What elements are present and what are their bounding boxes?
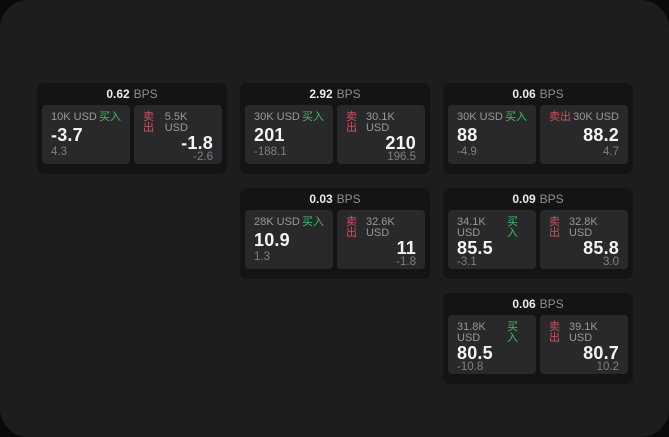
quote-card-3: 0.06 BPS 30K USD 买入 88 -4.9 卖出 30K USD 8…	[443, 83, 633, 174]
sell-sub-value: 196.5	[387, 151, 416, 163]
bps-unit: BPS	[336, 192, 361, 206]
sell-price: 88.2	[583, 124, 619, 145]
sell-amount: 32.6K USD	[365, 216, 395, 239]
bps-value: 0.06	[512, 297, 536, 311]
bps-header: 0.09 BPS	[443, 188, 633, 210]
buy-price: -3.7	[51, 124, 83, 145]
bps-unit: BPS	[539, 87, 564, 101]
bps-header: 0.06 BPS	[443, 293, 633, 315]
quote-panels: 28K USD 买入 10.9 1.3 卖出 32.6K USD 11 -1.8	[240, 210, 430, 274]
sell-price: 85.8	[583, 238, 619, 258]
buy-sub-value: -3.1	[457, 256, 477, 268]
buy-label: 买入	[505, 111, 527, 123]
buy-panel[interactable]: 30K USD 买入 201 -188.1	[245, 105, 333, 164]
bps-value: 0.06	[512, 87, 536, 101]
sell-sub-value: 3.0	[603, 256, 619, 268]
buy-sub-value: -188.1	[254, 145, 287, 158]
sell-sub-value: -2.6	[193, 151, 213, 163]
quote-panels: 30K USD 买入 201 -188.1 卖出 30.1K USD 210 1…	[240, 105, 430, 169]
sell-label: 卖出	[346, 216, 357, 239]
bps-header: 2.92 BPS	[240, 83, 430, 105]
sell-amount: 39.1K USD	[568, 321, 598, 344]
buy-sub-value: 1.3	[254, 250, 270, 263]
sell-panel[interactable]: 卖出 5.5K USD -1.8 -2.6	[134, 105, 222, 164]
buy-panel[interactable]: 28K USD 买入 10.9 1.3	[245, 210, 333, 269]
buy-price: 201	[254, 124, 285, 145]
buy-price: 85.5	[457, 238, 493, 258]
sell-panel[interactable]: 卖出 30.1K USD 210 196.5	[337, 105, 425, 164]
buy-amount: 10K USD	[51, 111, 97, 123]
sell-sub-value: 4.7	[603, 145, 619, 158]
quote-panels: 10K USD 买入 -3.7 4.3 卖出 5.5K USD -1.8 -2.…	[37, 105, 227, 169]
bps-unit: BPS	[133, 87, 158, 101]
buy-price: 88	[457, 124, 478, 145]
buy-sub-value: -4.9	[457, 145, 477, 158]
sell-price: 80.7	[583, 343, 619, 363]
sell-price: -1.8	[181, 133, 213, 153]
buy-label: 买入	[507, 321, 519, 344]
bps-value: 0.03	[309, 192, 333, 206]
sell-panel[interactable]: 卖出 32.6K USD 11 -1.8	[337, 210, 425, 269]
buy-panel[interactable]: 34.1K USD 买入 85.5 -3.1	[448, 210, 536, 269]
buy-label: 买入	[99, 111, 121, 123]
quote-panels: 30K USD 买入 88 -4.9 卖出 30K USD 88.2 4.7	[443, 105, 633, 169]
bps-value: 0.62	[106, 87, 130, 101]
bps-unit: BPS	[539, 297, 564, 311]
buy-panel[interactable]: 31.8K USD 买入 80.5 -10.8	[448, 315, 536, 374]
buy-amount: 30K USD	[254, 111, 300, 123]
bps-header: 0.03 BPS	[240, 188, 430, 210]
sell-label: 卖出	[143, 111, 154, 134]
sell-sub-value: -1.8	[396, 256, 416, 268]
quote-card-5: 0.09 BPS 34.1K USD 买入 85.5 -3.1 卖出 32.8K…	[443, 188, 633, 279]
sell-amount: 5.5K USD	[164, 111, 188, 134]
bps-value: 2.92	[309, 87, 333, 101]
sell-sub-value: 10.2	[596, 361, 619, 373]
buy-panel[interactable]: 30K USD 买入 88 -4.9	[448, 105, 536, 164]
sell-panel[interactable]: 卖出 32.8K USD 85.8 3.0	[540, 210, 628, 269]
bps-unit: BPS	[336, 87, 361, 101]
buy-label: 买入	[302, 216, 324, 228]
buy-label: 买入	[302, 111, 324, 123]
sell-amount: 30.1K USD	[365, 111, 395, 134]
buy-amount: 30K USD	[457, 111, 503, 123]
buy-label: 买入	[507, 216, 519, 239]
buy-price: 80.5	[457, 343, 493, 363]
buy-sub-value: -10.8	[457, 361, 484, 373]
quote-panels: 31.8K USD 买入 80.5 -10.8 卖出 39.1K USD 80.…	[443, 315, 633, 379]
quote-card-2: 2.92 BPS 30K USD 买入 201 -188.1 卖出 30.1K …	[240, 83, 430, 174]
bps-unit: BPS	[539, 192, 564, 206]
sell-label: 卖出	[549, 216, 560, 239]
bps-header: 0.62 BPS	[37, 83, 227, 105]
sell-amount: 32.8K USD	[568, 216, 598, 239]
buy-amount: 28K USD	[254, 216, 300, 228]
sell-price: 210	[385, 133, 416, 153]
sell-label: 卖出	[549, 111, 571, 123]
quote-panels: 34.1K USD 买入 85.5 -3.1 卖出 32.8K USD 85.8…	[443, 210, 633, 274]
buy-amount: 31.8K USD	[457, 321, 486, 344]
bps-header: 0.06 BPS	[443, 83, 633, 105]
sell-label: 卖出	[346, 111, 357, 134]
sell-panel[interactable]: 卖出 39.1K USD 80.7 10.2	[540, 315, 628, 374]
quote-card-1: 0.62 BPS 10K USD 买入 -3.7 4.3 卖出 5.5K USD…	[37, 83, 227, 174]
quote-card-6: 0.06 BPS 31.8K USD 买入 80.5 -10.8 卖出 39.1…	[443, 293, 633, 384]
quote-card-4: 0.03 BPS 28K USD 买入 10.9 1.3 卖出 32.6K US…	[240, 188, 430, 279]
sell-price: 11	[396, 238, 416, 258]
buy-panel[interactable]: 10K USD 买入 -3.7 4.3	[42, 105, 130, 164]
buy-sub-value: 4.3	[51, 145, 67, 158]
buy-price: 10.9	[254, 229, 290, 250]
bps-value: 0.09	[512, 192, 536, 206]
sell-label: 卖出	[549, 321, 560, 344]
buy-amount: 34.1K USD	[457, 216, 486, 239]
sell-panel[interactable]: 卖出 30K USD 88.2 4.7	[540, 105, 628, 164]
sell-amount: 30K USD	[573, 111, 619, 123]
